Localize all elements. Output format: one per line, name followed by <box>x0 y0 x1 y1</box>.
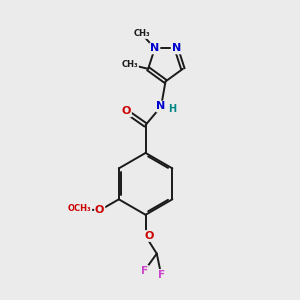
Text: N: N <box>172 44 181 53</box>
Text: F: F <box>141 266 148 276</box>
Text: OCH₃: OCH₃ <box>68 204 92 213</box>
Text: O: O <box>144 231 154 241</box>
Text: CH₃: CH₃ <box>122 60 138 69</box>
Text: O: O <box>95 206 104 215</box>
Text: O: O <box>122 106 131 116</box>
Text: H: H <box>168 104 176 114</box>
Text: N: N <box>150 44 159 53</box>
Text: F: F <box>158 270 165 280</box>
Text: CH₃: CH₃ <box>133 29 150 38</box>
Text: N: N <box>157 101 166 112</box>
